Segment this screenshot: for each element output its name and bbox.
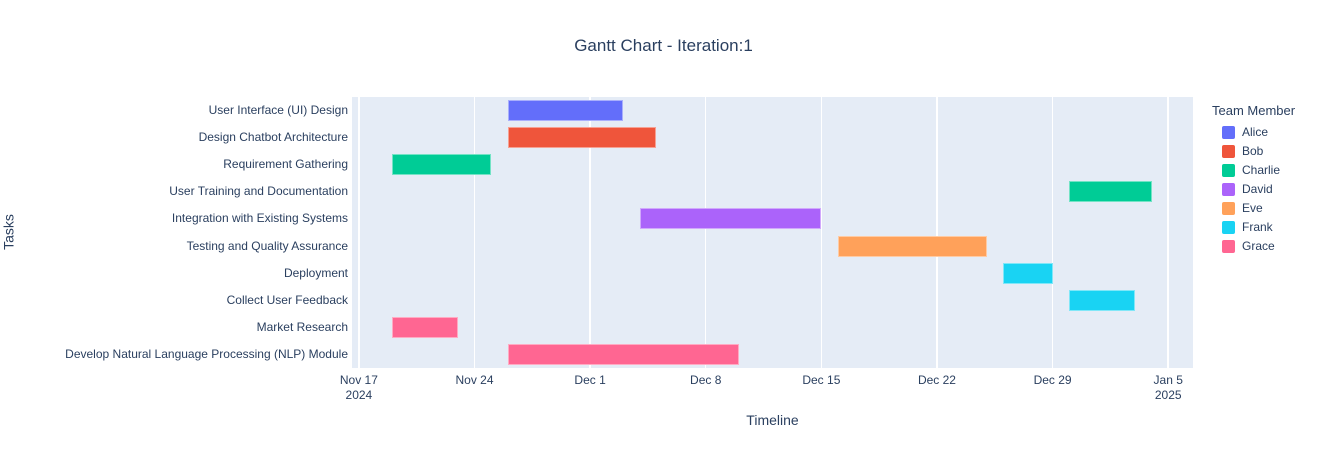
gantt-bar[interactable] [391, 316, 458, 338]
x-tick-label: Dec 8 [690, 373, 722, 387]
legend-item-eve[interactable]: Eve [1212, 199, 1295, 218]
x-axis-ticks: Nov 17 2024 Nov 24 Dec 1 Dec 8 Dec 15 Dec 22 De… [340, 373, 1193, 405]
x-tick-label: Dec 22 [917, 373, 956, 387]
task-label: Market Research [256, 319, 348, 334]
x-tick-label: Nov 17 2024 [339, 373, 378, 402]
task-label: Requirement Gathering [223, 157, 348, 172]
legend-swatch-icon [1222, 240, 1235, 253]
gantt-bar[interactable] [837, 235, 987, 257]
legend-label: Bob [1242, 144, 1264, 158]
gantt-bar[interactable] [391, 154, 491, 176]
legend-swatch-icon [1222, 183, 1235, 196]
task-label: User Interface (UI) Design [208, 103, 348, 118]
legend-item-alice[interactable]: Alice [1212, 123, 1295, 142]
gridline [358, 97, 360, 368]
legend-swatch-icon [1222, 202, 1235, 215]
gridline [820, 97, 823, 368]
gantt-bar[interactable] [1003, 262, 1053, 284]
task-label: Design Chatbot Architecture [198, 130, 348, 145]
legend-label: Frank [1242, 220, 1273, 234]
gantt-bar[interactable] [639, 208, 822, 230]
x-axis-title: Timeline [746, 412, 799, 428]
legend-swatch-icon [1222, 221, 1235, 234]
gridline [1051, 97, 1054, 368]
gantt-bar[interactable] [1069, 181, 1152, 203]
x-tick-label: Dec 15 [802, 373, 841, 387]
x-tick-label: Jan 5 2025 [1153, 373, 1183, 402]
legend-items: Alice Bob Charlie David Eve Frank Grace [1212, 123, 1295, 256]
task-label: User Training and Documentation [169, 184, 348, 199]
legend: Team Member Alice Bob Charlie David Eve Frank… [1212, 102, 1295, 256]
legend-item-david[interactable]: David [1212, 180, 1295, 199]
legend-swatch-icon [1222, 145, 1235, 158]
x-tick-year-label: 2024 [345, 388, 373, 402]
gantt-bar[interactable] [507, 343, 739, 365]
legend-item-grace[interactable]: Grace [1212, 237, 1295, 256]
gridline [1167, 97, 1169, 368]
gridline [589, 97, 591, 368]
gridline [936, 97, 938, 368]
legend-label: Charlie [1242, 163, 1281, 177]
legend-label: David [1242, 182, 1273, 196]
task-label: Testing and Quality Assurance [186, 238, 348, 253]
legend-label: Grace [1242, 239, 1275, 253]
chart-title: Gantt Chart - Iteration:1 [574, 36, 753, 55]
legend-label: Eve [1242, 201, 1263, 215]
task-label: Deployment [283, 265, 348, 280]
legend-item-bob[interactable]: Bob [1212, 142, 1295, 161]
x-tick-year-label: 2025 [1154, 388, 1182, 402]
legend-item-charlie[interactable]: Charlie [1212, 161, 1295, 180]
task-label: Integration with Existing Systems [171, 211, 348, 226]
gridline [473, 97, 476, 368]
legend-item-frank[interactable]: Frank [1212, 218, 1295, 237]
gantt-bar[interactable] [1069, 289, 1136, 311]
legend-title: Team Member [1212, 103, 1296, 118]
x-tick-label: Nov 24 [455, 373, 494, 387]
gantt-bar[interactable] [507, 127, 657, 149]
x-tick-label: Dec 1 [574, 373, 606, 387]
legend-swatch-icon [1222, 126, 1235, 139]
task-label: Develop Natural Language Processing (NLP… [65, 346, 348, 361]
legend-swatch-icon [1222, 164, 1235, 177]
plot-area [352, 97, 1193, 368]
task-label: Collect User Feedback [226, 292, 348, 307]
gantt-bar[interactable] [507, 100, 624, 122]
x-tick-label: Dec 29 [1033, 373, 1072, 387]
legend-label: Alice [1242, 125, 1269, 139]
y-axis-task-labels: User Interface (UI) Design Design Chatbot… [0, 97, 348, 368]
gridline [704, 97, 707, 368]
